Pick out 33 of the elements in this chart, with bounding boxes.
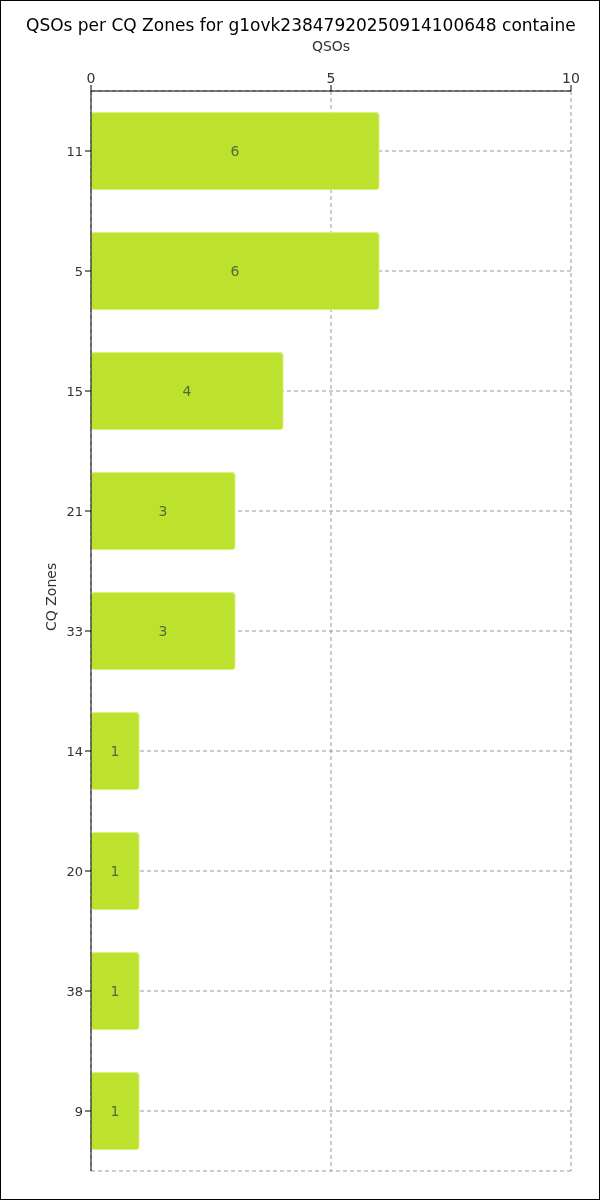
data-label: 1 — [110, 983, 120, 1000]
y-tick-label: 9 — [74, 1103, 83, 1119]
bar — [91, 472, 236, 551]
bar — [91, 832, 140, 911]
data-label: 3 — [158, 503, 168, 520]
y-tick-label: 20 — [66, 863, 83, 879]
y-tick-label: 33 — [66, 623, 83, 639]
bar — [91, 232, 380, 311]
bar — [91, 352, 284, 431]
data-label: 1 — [110, 743, 120, 760]
y-tick-label: 38 — [66, 983, 83, 999]
y-tick-label: 14 — [66, 743, 83, 759]
y-tick-label: 15 — [66, 383, 83, 399]
x-tick-label: 10 — [562, 70, 580, 86]
data-label: 3 — [158, 623, 168, 640]
bar — [91, 112, 380, 191]
y-tick-label: 21 — [66, 503, 83, 519]
y-tick-label: 11 — [66, 143, 83, 159]
data-label: 6 — [230, 143, 240, 160]
x-axis-title: QSOs — [311, 37, 351, 54]
y-axis-title: CQ Zones — [42, 562, 59, 631]
data-label: 1 — [110, 863, 120, 880]
data-label: 6 — [230, 263, 240, 280]
data-label: 4 — [182, 383, 192, 400]
data-label: 1 — [110, 1103, 120, 1120]
y-tick-label: 5 — [74, 263, 83, 279]
chart-title: QSOs per CQ Zones for g1ovk23847920250914100648 containe — [26, 15, 576, 35]
bar — [91, 952, 140, 1031]
bar — [91, 592, 236, 671]
x-tick-label: 0 — [86, 70, 96, 86]
x-tick-label: 5 — [326, 70, 336, 86]
bar — [91, 712, 140, 791]
bar — [91, 1072, 140, 1151]
